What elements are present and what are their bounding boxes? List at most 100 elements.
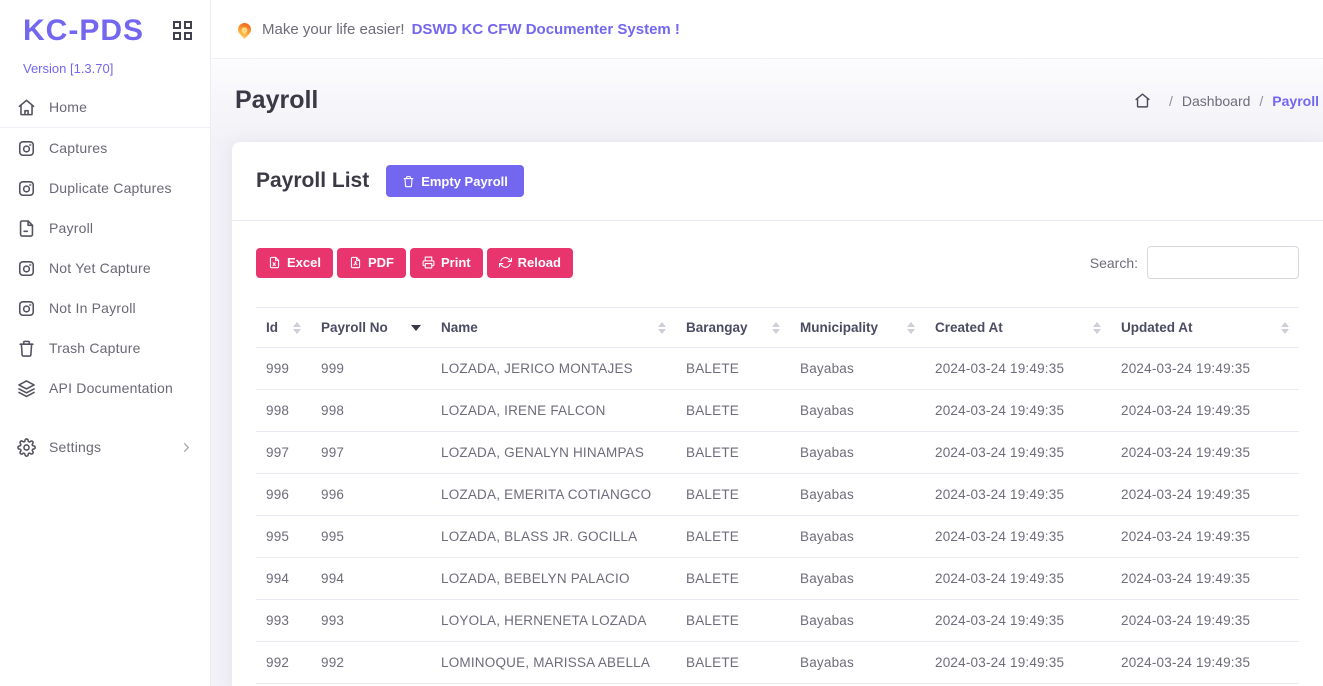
- sidebar-item-settings[interactable]: Settings: [0, 427, 210, 467]
- chevron-right-icon: [179, 440, 194, 455]
- cell-municipality: Bayabas: [790, 599, 925, 642]
- table-row: 992 992 LOMINOQUE, MARISSA ABELLA BALETE Bay…: [256, 641, 1299, 684]
- sidebar-item-label: Duplicate Captures: [49, 180, 172, 196]
- column-header-id[interactable]: Id: [256, 307, 311, 348]
- sidebar-item-label: API Documentation: [49, 380, 174, 396]
- cell-name: LOZADA, BLASS JR. GOCILLA: [431, 515, 676, 558]
- capture-icon: [16, 298, 36, 318]
- cell-municipality: Bayabas: [790, 389, 925, 432]
- cell-updated-at: 2024-03-24 19:49:35: [1111, 347, 1299, 390]
- cell-barangay: BALETE: [676, 515, 790, 558]
- pdf-label: PDF: [367, 255, 394, 270]
- printer-icon: [422, 256, 435, 269]
- cell-updated-at: 2024-03-24 19:49:35: [1111, 557, 1299, 600]
- sidebar-menu: Home Captures Duplicate Captures Payr: [0, 87, 210, 467]
- table-row: 995 995 LOZADA, BLASS JR. GOCILLA BALETE Bay…: [256, 515, 1299, 558]
- cell-id: 997: [256, 431, 311, 474]
- cell-id: 993: [256, 599, 311, 642]
- table-toolbar: Excel PDF Print Reload: [256, 246, 1299, 279]
- home-icon: [16, 97, 36, 117]
- cell-name: LOYOLA, HERNENETA LOZADA: [431, 599, 676, 642]
- column-header-barangay[interactable]: Barangay: [676, 307, 790, 348]
- cell-payroll-no: 998: [311, 389, 431, 432]
- reload-button[interactable]: Reload: [486, 247, 573, 278]
- gear-icon: [16, 437, 36, 457]
- sidebar-item-label: Settings: [49, 439, 102, 455]
- cell-created-at: 2024-03-24 19:49:35: [925, 557, 1111, 600]
- cell-updated-at: 2024-03-24 19:49:35: [1111, 431, 1299, 474]
- cell-payroll-no: 993: [311, 599, 431, 642]
- cell-id: 996: [256, 473, 311, 516]
- sort-icon: [772, 321, 780, 334]
- cell-payroll-no: 999: [311, 347, 431, 390]
- cell-municipality: Bayabas: [790, 641, 925, 684]
- cell-municipality: Bayabas: [790, 515, 925, 558]
- capture-icon: [16, 258, 36, 278]
- column-header-created-at[interactable]: Created At: [925, 307, 1111, 348]
- table-row: 994 994 LOZADA, BEBELYN PALACIO BALETE Bayab…: [256, 557, 1299, 600]
- sidebar-item-trash-capture[interactable]: Trash Capture: [0, 328, 210, 368]
- print-button[interactable]: Print: [409, 247, 483, 278]
- column-header-municipality[interactable]: Municipality: [790, 307, 925, 348]
- sidebar-item-captures[interactable]: Captures: [0, 128, 210, 168]
- search-area: Search:: [1090, 246, 1299, 279]
- cell-updated-at: 2024-03-24 19:49:35: [1111, 641, 1299, 684]
- excel-button[interactable]: Excel: [256, 247, 333, 278]
- navbar-system-link[interactable]: DSWD KC CFW Documenter System !: [411, 20, 680, 38]
- sidebar-item-label: Captures: [49, 140, 108, 156]
- table-row: 997 997 LOZADA, GENALYN HINAMPAS BALETE Baya…: [256, 431, 1299, 474]
- sidebar-item-payroll[interactable]: Payroll: [0, 208, 210, 248]
- page-header: Payroll / Dashboard / Payroll: [211, 59, 1323, 142]
- brand-logo[interactable]: KC-PDS: [23, 14, 145, 47]
- cell-municipality: Bayabas: [790, 347, 925, 390]
- sidebar-item-home[interactable]: Home: [0, 87, 210, 127]
- home-icon[interactable]: [1134, 92, 1151, 109]
- cell-created-at: 2024-03-24 19:49:35: [925, 641, 1111, 684]
- sidebar-item-not-yet-capture[interactable]: Not Yet Capture: [0, 248, 210, 288]
- sort-icon: [907, 321, 915, 334]
- file-excel-icon: [269, 256, 280, 269]
- cell-payroll-no: 996: [311, 473, 431, 516]
- capture-icon: [16, 138, 36, 158]
- flame-icon: [235, 19, 254, 39]
- sort-icon: [293, 321, 301, 334]
- search-input[interactable]: [1147, 246, 1299, 279]
- breadcrumb-separator: /: [1259, 92, 1264, 109]
- sort-icon: [658, 321, 666, 334]
- payroll-card: Payroll List Empty Payroll Excel: [232, 142, 1323, 686]
- pdf-button[interactable]: PDF: [336, 247, 406, 278]
- cell-barangay: BALETE: [676, 347, 790, 390]
- table-row: 998 998 LOZADA, IRENE FALCON BALETE Bayabas 2…: [256, 389, 1299, 432]
- menu-grid-icon[interactable]: [173, 21, 192, 40]
- cell-barangay: BALETE: [676, 599, 790, 642]
- cell-updated-at: 2024-03-24 19:49:35: [1111, 473, 1299, 516]
- sidebar-item-not-in-payroll[interactable]: Not In Payroll: [0, 288, 210, 328]
- sidebar-item-duplicate-captures[interactable]: Duplicate Captures: [0, 168, 210, 208]
- cell-created-at: 2024-03-24 19:49:35: [925, 347, 1111, 390]
- main-area: Make your life easier! DSWD KC CFW Docum…: [211, 0, 1323, 686]
- cell-payroll-no: 994: [311, 557, 431, 600]
- cell-municipality: Bayabas: [790, 431, 925, 474]
- breadcrumb: / Dashboard / Payroll: [1134, 92, 1319, 109]
- cell-created-at: 2024-03-24 19:49:35: [925, 599, 1111, 642]
- cell-barangay: BALETE: [676, 557, 790, 600]
- excel-label: Excel: [287, 255, 321, 270]
- sidebar-item-label: Not Yet Capture: [49, 260, 151, 276]
- sidebar-item-label: Home: [49, 99, 88, 115]
- column-header-name[interactable]: Name: [431, 307, 676, 348]
- breadcrumb-payroll[interactable]: Payroll: [1272, 92, 1319, 109]
- sidebar-item-api-documentation[interactable]: API Documentation: [0, 368, 210, 408]
- empty-payroll-button[interactable]: Empty Payroll: [386, 165, 524, 197]
- file-pdf-icon: [350, 256, 361, 269]
- cell-created-at: 2024-03-24 19:49:35: [925, 431, 1111, 474]
- cell-updated-at: 2024-03-24 19:49:35: [1111, 599, 1299, 642]
- column-header-payroll-no[interactable]: Payroll No: [311, 307, 431, 348]
- version-label: Version [1.3.70]: [23, 61, 114, 76]
- breadcrumb-dashboard[interactable]: Dashboard: [1181, 92, 1251, 109]
- cell-created-at: 2024-03-24 19:49:35: [925, 515, 1111, 558]
- cell-updated-at: 2024-03-24 19:49:35: [1111, 515, 1299, 558]
- column-header-updated-at[interactable]: Updated At: [1111, 307, 1299, 348]
- table-row: 996 996 LOZADA, EMERITA COTIANGCO BALETE Bay…: [256, 473, 1299, 516]
- sidebar-item-label: Payroll: [49, 220, 94, 236]
